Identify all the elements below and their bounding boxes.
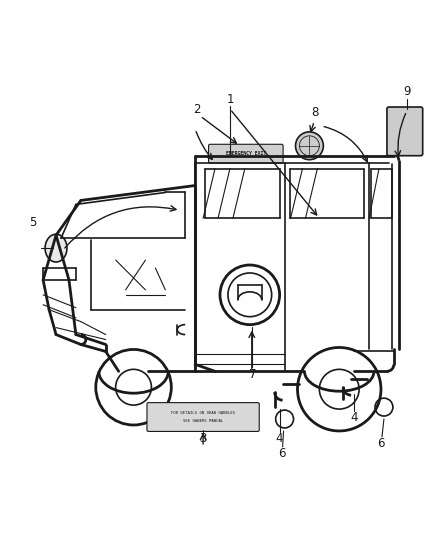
FancyBboxPatch shape [147,402,259,431]
Text: EMERGENCY EXIT: EMERGENCY EXIT [226,151,266,156]
FancyBboxPatch shape [208,144,283,163]
Text: 9: 9 [403,85,410,98]
Ellipse shape [45,234,67,262]
Circle shape [296,132,323,160]
Text: 4: 4 [276,432,283,446]
Text: FOR DETAILS ON GRAB HANDLES: FOR DETAILS ON GRAB HANDLES [171,411,235,415]
Text: 6: 6 [278,447,285,461]
Text: 8: 8 [312,107,319,119]
Text: 7: 7 [249,368,257,381]
Text: 4: 4 [350,410,358,424]
Text: SEE OWNERS MANUAL: SEE OWNERS MANUAL [183,419,223,423]
Text: 2: 2 [194,102,201,116]
Text: 1: 1 [226,93,234,106]
Text: 6: 6 [377,438,385,450]
Text: 5: 5 [29,216,37,229]
FancyBboxPatch shape [387,107,423,156]
Text: 3: 3 [199,432,207,446]
